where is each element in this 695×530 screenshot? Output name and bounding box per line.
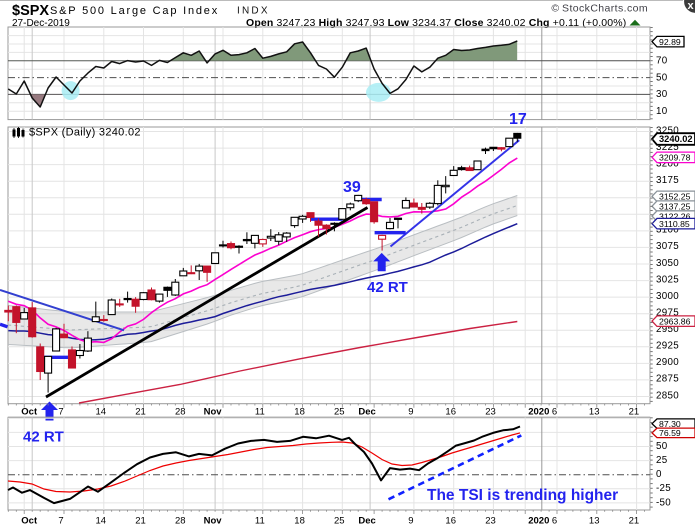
svg-text:3110.85: 3110.85 bbox=[659, 219, 690, 229]
svg-text:13: 13 bbox=[589, 516, 600, 527]
svg-text:70: 70 bbox=[656, 56, 668, 67]
svg-text:23: 23 bbox=[485, 516, 496, 527]
svg-text:11: 11 bbox=[255, 516, 265, 527]
svg-text:6: 6 bbox=[552, 407, 557, 418]
svg-text:17: 17 bbox=[509, 111, 527, 128]
svg-text:25: 25 bbox=[334, 407, 345, 418]
svg-text:3250: 3250 bbox=[656, 125, 679, 136]
svg-text:2020: 2020 bbox=[528, 407, 549, 418]
svg-text:14: 14 bbox=[96, 407, 107, 418]
svg-text:11: 11 bbox=[255, 407, 265, 418]
svg-text:$SPX (Daily) 3240.02: $SPX (Daily) 3240.02 bbox=[29, 127, 141, 139]
svg-text:10: 10 bbox=[656, 106, 668, 117]
svg-text:16: 16 bbox=[445, 407, 456, 418]
svg-text:3137.25: 3137.25 bbox=[659, 201, 691, 211]
svg-text:21: 21 bbox=[135, 407, 146, 418]
svg-text:3122.26: 3122.26 bbox=[659, 211, 691, 221]
svg-text:18: 18 bbox=[294, 516, 305, 527]
svg-text:14: 14 bbox=[96, 516, 107, 527]
svg-text:2875: 2875 bbox=[656, 374, 679, 385]
svg-text:3100: 3100 bbox=[656, 225, 679, 236]
svg-text:28: 28 bbox=[175, 516, 186, 527]
svg-text:50: 50 bbox=[656, 72, 668, 83]
svg-text:2950: 2950 bbox=[656, 324, 679, 335]
svg-text:3025: 3025 bbox=[656, 274, 679, 285]
svg-text:2925: 2925 bbox=[656, 341, 679, 352]
svg-text:3075: 3075 bbox=[656, 241, 679, 252]
svg-text:39: 39 bbox=[343, 179, 361, 196]
svg-text:Oct: Oct bbox=[21, 516, 38, 527]
svg-text:3225: 3225 bbox=[656, 142, 679, 153]
svg-text:18: 18 bbox=[294, 407, 305, 418]
svg-text:7: 7 bbox=[58, 407, 63, 418]
svg-text:2020: 2020 bbox=[528, 516, 549, 527]
svg-text:2900: 2900 bbox=[656, 357, 679, 368]
svg-text:6: 6 bbox=[552, 516, 557, 527]
svg-text:87.30: 87.30 bbox=[659, 419, 681, 429]
svg-text:3240.02: 3240.02 bbox=[659, 134, 693, 144]
svg-text:Oct: Oct bbox=[21, 407, 38, 418]
svg-text:-25: -25 bbox=[656, 483, 671, 494]
svg-text:25: 25 bbox=[656, 455, 668, 466]
svg-text:2963.86: 2963.86 bbox=[659, 316, 691, 326]
svg-text:16: 16 bbox=[445, 516, 456, 527]
svg-text:42 RT: 42 RT bbox=[367, 279, 408, 296]
svg-text:50: 50 bbox=[656, 441, 668, 452]
svg-text:21: 21 bbox=[629, 407, 640, 418]
svg-text:$SPX: $SPX bbox=[12, 3, 49, 19]
svg-text:Open 3247.23 High 3247.93 Low: Open 3247.23 High 3247.93 Low 3234.37 Cl… bbox=[246, 17, 626, 29]
svg-text:S&P 500 Large Cap Index: S&P 500 Large Cap Index bbox=[50, 5, 219, 17]
svg-text:3000: 3000 bbox=[656, 291, 679, 302]
svg-text:INDX: INDX bbox=[237, 6, 270, 17]
svg-text:25: 25 bbox=[334, 516, 345, 527]
svg-text:0: 0 bbox=[656, 469, 662, 480]
svg-text:-50: -50 bbox=[656, 497, 671, 508]
svg-text:x: x bbox=[688, 0, 695, 12]
svg-text:The TSI is trending higher: The TSI is trending higher bbox=[427, 487, 618, 504]
svg-text:21: 21 bbox=[135, 516, 146, 527]
svg-text:13: 13 bbox=[589, 407, 600, 418]
svg-text:21: 21 bbox=[629, 516, 640, 527]
svg-text:30: 30 bbox=[656, 89, 668, 100]
svg-text:Nov: Nov bbox=[204, 516, 223, 527]
svg-text:3209.78: 3209.78 bbox=[659, 153, 691, 163]
svg-text:© StockCharts.com: © StockCharts.com bbox=[551, 3, 648, 15]
svg-text:2850: 2850 bbox=[656, 390, 679, 401]
svg-text:9: 9 bbox=[408, 516, 413, 527]
svg-text:27-Dec-2019: 27-Dec-2019 bbox=[12, 18, 70, 29]
svg-text:92.89: 92.89 bbox=[659, 37, 681, 47]
svg-text:Dec: Dec bbox=[358, 516, 375, 527]
svg-text:2975: 2975 bbox=[656, 308, 679, 319]
svg-text:9: 9 bbox=[408, 407, 413, 418]
svg-text:76.59: 76.59 bbox=[659, 428, 681, 438]
svg-text:3050: 3050 bbox=[656, 258, 679, 269]
svg-text:3175: 3175 bbox=[656, 175, 679, 186]
svg-text:7: 7 bbox=[58, 516, 63, 527]
svg-text:3200: 3200 bbox=[656, 158, 679, 169]
svg-text:23: 23 bbox=[485, 407, 496, 418]
svg-text:Dec: Dec bbox=[358, 407, 375, 418]
svg-text:42 RT: 42 RT bbox=[23, 429, 64, 446]
svg-text:3152.25: 3152.25 bbox=[659, 192, 691, 202]
svg-text:Nov: Nov bbox=[204, 407, 223, 418]
svg-text:28: 28 bbox=[175, 407, 186, 418]
